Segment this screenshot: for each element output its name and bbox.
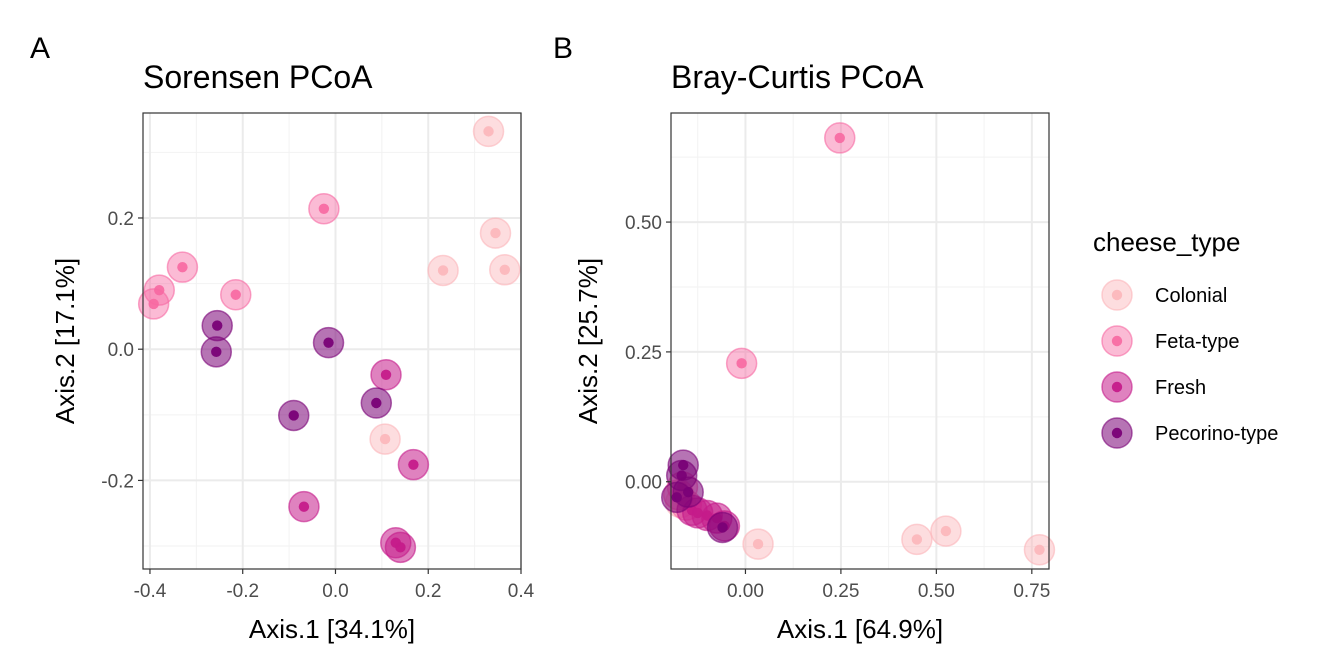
point-b-pecorino-type-19: [706, 511, 739, 544]
grid-b: [671, 113, 1049, 569]
y-tick-label: 0.0: [108, 340, 134, 361]
x-tick-label: 0.4: [508, 581, 535, 602]
panel-tag-b: B: [553, 32, 573, 65]
x-tick-label: 0.75: [1013, 581, 1050, 602]
legend-label-fresh: Fresh: [1155, 377, 1206, 399]
point-b-pecorino-type-18: [672, 476, 704, 508]
x-axis-title-a: Axis.1 [34.1%]: [249, 614, 415, 644]
point-a-feta-type-9: [220, 278, 252, 311]
point-b-colonial-2: [930, 515, 962, 547]
point-a-fresh-14: [384, 531, 417, 564]
points-a: [137, 115, 521, 564]
point-a-feta-type-5: [308, 193, 340, 225]
point-a-colonial-1: [479, 217, 512, 249]
point-a-colonial-3: [489, 254, 521, 286]
legend-item-colonial: Colonial: [1101, 279, 1227, 311]
legend-key-fresh: [1101, 371, 1133, 403]
panel-title-sorensen: Sorensen PCoA: [143, 59, 373, 95]
point-a-feta-type-8: [137, 288, 170, 320]
legend-title: cheese_type: [1093, 227, 1240, 257]
x-tick-label: 0.2: [415, 581, 441, 602]
y-tick-label: 0.00: [625, 473, 662, 494]
point-a-colonial-4: [369, 423, 401, 455]
point-a-pecorino-type-15: [201, 309, 233, 342]
point-a-fresh-12: [288, 490, 320, 523]
point-a-fresh-11: [397, 448, 430, 481]
points-b: [660, 122, 1056, 566]
legend-item-feta-type: Feta-type: [1101, 325, 1239, 357]
point-a-pecorino-type-16: [200, 336, 233, 368]
legend-key-feta-type: [1101, 325, 1133, 357]
ticks-b: 0.00 0.25 0.50 0.75 0.00 0.25 0.50: [625, 213, 1050, 602]
point-a-colonial-2: [427, 254, 459, 287]
x-tick-label: 0.50: [918, 581, 955, 602]
legend-key-colonial: [1101, 279, 1133, 311]
point-a-pecorino-type-19: [360, 387, 393, 419]
y-axis-title-a: Axis.2 [17.1%]: [50, 258, 80, 424]
x-tick-label: 0.25: [822, 581, 859, 602]
x-tick-label: -0.2: [226, 581, 259, 602]
ticks-a: -0.4 -0.2 0.0 0.2 0.4 -0.2 0.0 0.2: [101, 209, 534, 602]
x-tick-label: 0.00: [727, 581, 764, 602]
legend-label-colonial: Colonial: [1155, 285, 1227, 307]
point-a-pecorino-type-17: [312, 326, 345, 359]
y-tick-label: 0.2: [108, 209, 134, 230]
x-axis-title-b: Axis.1 [64.9%]: [777, 614, 943, 644]
panel-title-bray-curtis: Bray-Curtis PCoA: [671, 59, 924, 95]
point-a-fresh-10: [370, 359, 402, 391]
x-tick-label: -0.4: [134, 581, 167, 602]
panel-tag-a: A: [30, 32, 50, 65]
point-b-colonial-1: [901, 523, 933, 556]
sorensen-panel: A Sorensen PCoA -0.4 -0.2 0.0 0.2 0.4 -0.2 0.0…: [30, 32, 535, 644]
point-b-colonial-0: [742, 528, 774, 560]
legend-label-feta-type: Feta-type: [1155, 331, 1239, 353]
legend-item-fresh: Fresh: [1101, 371, 1206, 403]
point-a-feta-type-6: [166, 251, 199, 283]
point-b-feta-type-5: [824, 122, 856, 154]
bray-curtis-panel: B Bray-Curtis PCoA 0.00 0.25 0.50 0.750.000…: [553, 32, 1056, 644]
legend-label-pecorino-type: Pecorino-type: [1155, 423, 1278, 445]
point-a-colonial-0: [472, 115, 505, 148]
legend-item-pecorino-type: Pecorino-type: [1101, 417, 1278, 449]
point-a-pecorino-type-18: [277, 399, 310, 432]
panel-border-a: [142, 112, 522, 570]
x-tick-label: 0.0: [322, 581, 348, 602]
y-axis-title-b: Axis.2 [25.7%]: [573, 258, 603, 424]
legend: cheese_type Colonial Feta-type Fresh Pecori…: [1093, 227, 1278, 449]
y-tick-label: 0.50: [625, 213, 662, 234]
legend-key-pecorino-type: [1101, 417, 1133, 449]
point-b-feta-type-6: [725, 347, 758, 380]
point-b-colonial-3: [1023, 534, 1056, 566]
panel-border-b: [670, 112, 1050, 570]
y-tick-label: 0.25: [625, 343, 662, 364]
y-tick-label: -0.2: [101, 471, 134, 492]
legend-items: Colonial Feta-type Fresh Pecorino-type: [1101, 279, 1278, 449]
